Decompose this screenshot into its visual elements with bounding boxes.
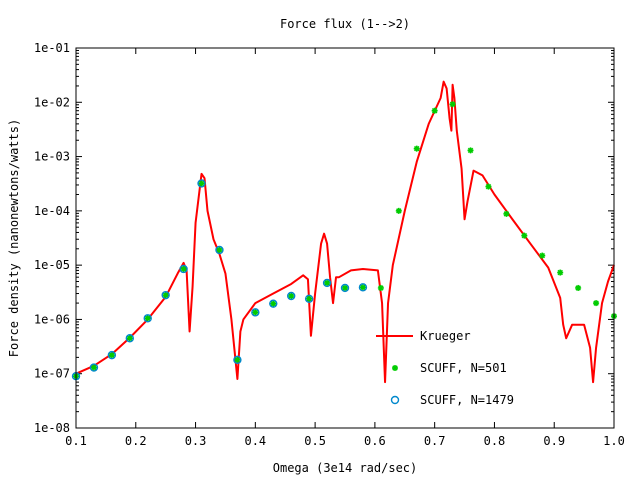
data-point-n501 — [216, 247, 223, 254]
data-point-n501 — [359, 284, 366, 291]
x-tick-label: 0.6 — [364, 434, 386, 448]
legend-label: SCUFF, N=1479 — [420, 393, 514, 407]
data-point-n501 — [180, 265, 187, 272]
x-tick-label: 0.8 — [484, 434, 506, 448]
y-tick-label: 1e-07 — [34, 367, 70, 381]
data-point-n501 — [234, 356, 241, 363]
data-point-n501 — [413, 145, 420, 152]
x-tick-label: 1.0 — [603, 434, 625, 448]
data-point-n501 — [144, 315, 151, 322]
data-point-n501 — [324, 279, 331, 286]
data-point-n501 — [288, 293, 295, 300]
data-point-n501 — [593, 300, 600, 307]
chart-title: Force flux (1-->2) — [280, 17, 410, 31]
data-point-n1479 — [143, 314, 152, 323]
data-point-n1479 — [340, 283, 350, 293]
data-point-n1479 — [107, 350, 117, 360]
data-point-n501 — [503, 210, 510, 217]
data-point-n1479 — [304, 294, 314, 303]
legend: Krueger SCUFF, N=501 SCUFF, N=1479 — [376, 329, 514, 407]
axis-ticks: 0.1 0.2 0.3 0.4 0.5 0.6 0.7 0.8 0.9 1.0 1e-08 1e-07… — [34, 41, 625, 448]
x-tick-label: 0.3 — [185, 434, 207, 448]
plot-area — [71, 80, 617, 384]
y-tick-label: 1e-08 — [34, 421, 70, 435]
data-point-n1479 — [251, 308, 260, 317]
x-axis-label: Omega (3e14 rad/sec) — [273, 461, 418, 475]
data-point-n1479 — [89, 363, 99, 372]
data-point-n1479 — [197, 179, 206, 188]
data-point-n501 — [521, 232, 528, 239]
data-point-n1479 — [287, 291, 296, 301]
data-point-n501 — [485, 183, 492, 190]
series-line-krueger — [75, 80, 615, 384]
x-tick-label: 0.7 — [424, 434, 446, 448]
data-point-n501 — [377, 284, 384, 291]
data-point-n501 — [467, 147, 474, 154]
x-tick-label: 0.5 — [304, 434, 326, 448]
data-point-n1479 — [125, 334, 135, 343]
y-tick-label: 1e-03 — [34, 150, 70, 164]
y-axis-label: Force density (nanonewtons/watts) — [7, 119, 21, 357]
data-point-n501 — [395, 207, 402, 214]
data-point-n501 — [342, 284, 348, 291]
data-point-n1479 — [161, 290, 170, 300]
legend-swatch-star — [392, 365, 398, 371]
data-point-n501 — [449, 101, 456, 108]
legend-label: SCUFF, N=501 — [420, 361, 507, 375]
data-point-n501 — [126, 335, 133, 342]
data-point-n501 — [108, 352, 115, 359]
data-point-n501 — [557, 269, 564, 276]
x-tick-label: 0.2 — [125, 434, 147, 448]
data-point-n1479 — [179, 264, 188, 274]
data-point-n501 — [306, 295, 313, 302]
legend-swatch-circle — [390, 395, 400, 405]
data-point-n1479 — [358, 283, 368, 292]
data-point-n501 — [539, 252, 546, 259]
data-point-n501 — [270, 300, 277, 307]
data-point-n501 — [90, 364, 97, 371]
y-tick-label: 1e-02 — [34, 95, 70, 109]
data-point-n1479 — [233, 355, 242, 365]
plot-frame — [75, 47, 615, 429]
data-point-n1479 — [215, 245, 224, 255]
x-tick-label: 0.4 — [244, 434, 266, 448]
data-point-n1479 — [269, 299, 278, 308]
data-point-n1479 — [322, 278, 332, 288]
y-tick-label: 1e-06 — [34, 312, 70, 326]
data-point-n501 — [575, 284, 582, 291]
x-tick-label: 0.1 — [65, 434, 87, 448]
legend-label: Krueger — [420, 329, 471, 343]
data-point-n501 — [252, 309, 259, 316]
data-point-n501 — [162, 292, 169, 299]
y-tick-label: 1e-01 — [34, 41, 70, 55]
y-tick-label: 1e-04 — [34, 204, 70, 218]
y-tick-label: 1e-05 — [34, 258, 70, 272]
data-point-n501 — [198, 180, 205, 187]
x-tick-label: 0.9 — [543, 434, 565, 448]
data-point-n501 — [431, 107, 438, 114]
